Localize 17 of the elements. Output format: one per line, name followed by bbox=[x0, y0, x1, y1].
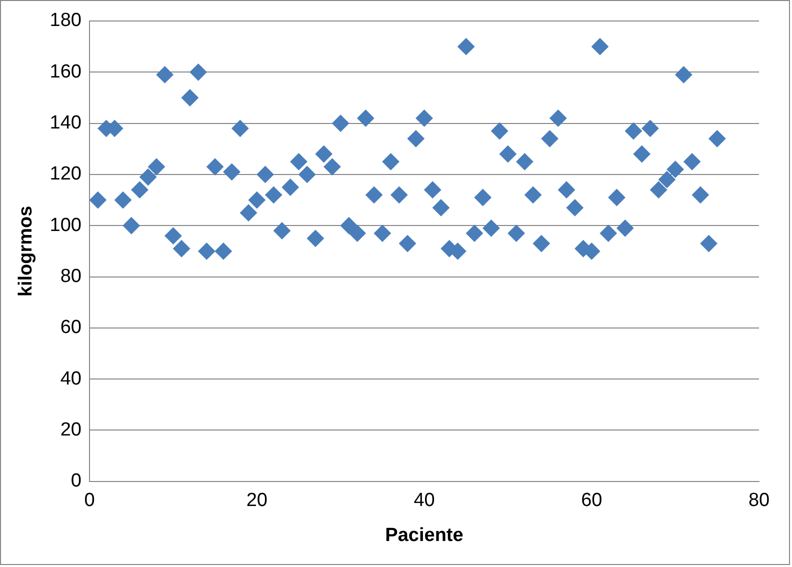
y-tick-label: 120 bbox=[50, 164, 82, 185]
y-axis-title: kilogrmos bbox=[16, 206, 37, 297]
x-tick-label: 60 bbox=[581, 490, 602, 512]
y-tick-label: 0 bbox=[70, 470, 82, 492]
y-tick-label: 160 bbox=[50, 61, 82, 82]
y-tick-label: 40 bbox=[60, 368, 82, 390]
y-tick-label: 60 bbox=[60, 317, 82, 338]
x-tick-label: 0 bbox=[84, 490, 95, 512]
y-tick-label: 80 bbox=[60, 266, 82, 288]
y-tick-label: 100 bbox=[50, 214, 82, 236]
x-tick-label: 80 bbox=[748, 490, 770, 512]
x-tick-label: 20 bbox=[246, 490, 268, 512]
x-axis-title: Paciente bbox=[385, 524, 464, 546]
y-tick-label: 140 bbox=[50, 112, 82, 134]
y-tick-label: 180 bbox=[50, 10, 82, 32]
y-tick-label: 20 bbox=[60, 419, 82, 440]
x-tick-label: 40 bbox=[414, 490, 435, 512]
